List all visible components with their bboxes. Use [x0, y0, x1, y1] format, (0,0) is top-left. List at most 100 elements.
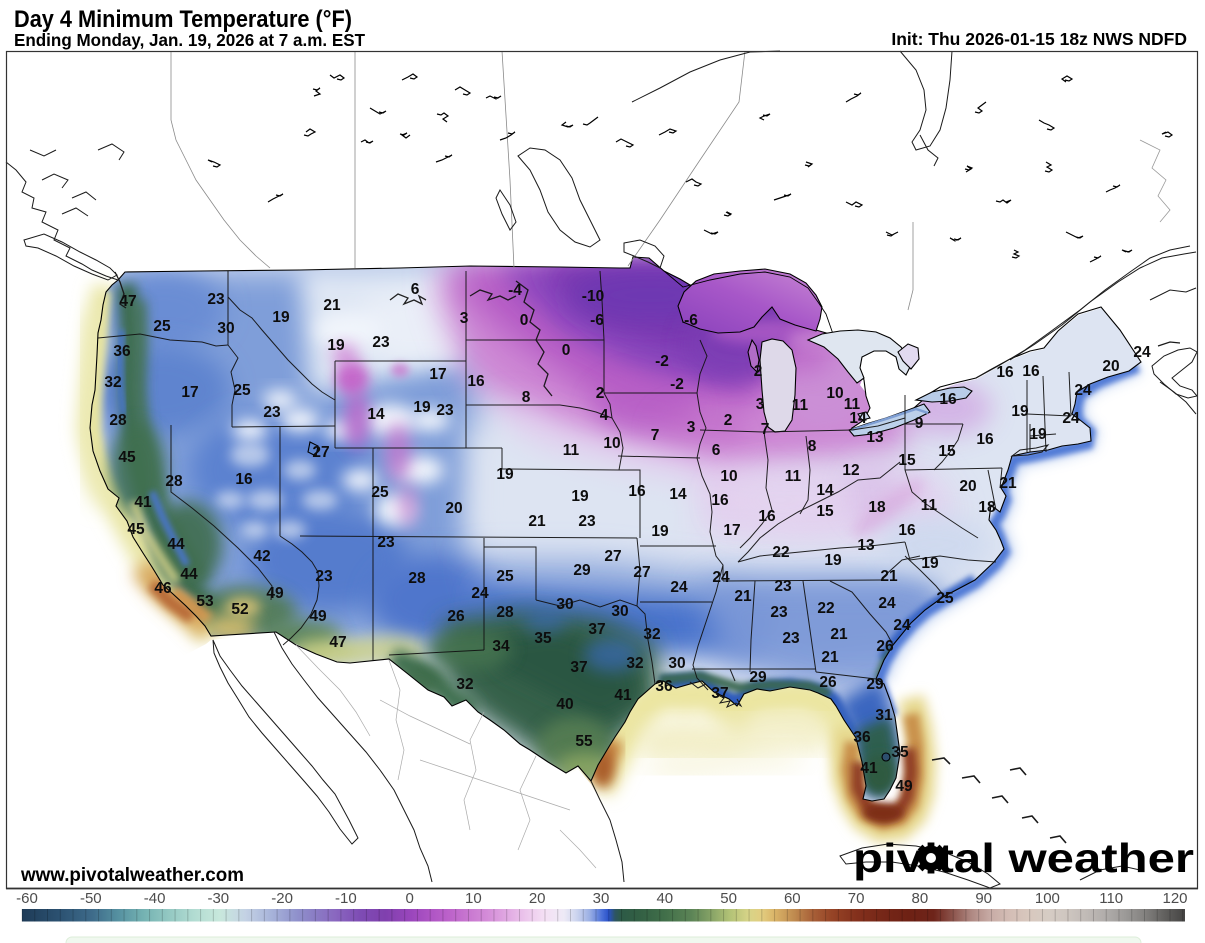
- svg-text:53: 53: [196, 593, 214, 610]
- svg-text:25: 25: [371, 484, 389, 501]
- svg-text:Init: Thu 2026-01-15 18z NWS N: Init: Thu 2026-01-15 18z NWS NDFD: [891, 29, 1187, 49]
- svg-text:28: 28: [165, 473, 183, 490]
- svg-text:49: 49: [895, 778, 913, 795]
- svg-text:29: 29: [749, 669, 767, 686]
- svg-text:6: 6: [411, 281, 420, 298]
- svg-text:19: 19: [651, 523, 669, 540]
- svg-text:14: 14: [367, 406, 385, 423]
- svg-text:10: 10: [720, 468, 737, 485]
- svg-text:30: 30: [611, 603, 628, 620]
- svg-text:35: 35: [891, 744, 909, 761]
- svg-text:piv tal weather: piv tal weather: [853, 835, 1194, 881]
- svg-text:80: 80: [912, 890, 929, 907]
- svg-text:-2: -2: [655, 353, 669, 370]
- svg-text:7: 7: [651, 427, 660, 444]
- svg-text:19: 19: [824, 552, 842, 569]
- svg-text:28: 28: [408, 570, 426, 587]
- svg-text:-60: -60: [16, 890, 38, 907]
- svg-text:19: 19: [1029, 426, 1047, 443]
- svg-text:23: 23: [315, 568, 333, 585]
- svg-text:14: 14: [816, 482, 834, 499]
- svg-text:55: 55: [575, 733, 593, 750]
- svg-text:-50: -50: [80, 890, 102, 907]
- svg-text:10: 10: [465, 890, 482, 907]
- svg-text:0: 0: [406, 890, 414, 907]
- svg-text:41: 41: [614, 687, 632, 704]
- svg-text:www.pivotalweather.com: www.pivotalweather.com: [20, 864, 244, 886]
- svg-text:3: 3: [460, 310, 469, 327]
- svg-text:3: 3: [756, 396, 765, 413]
- svg-text:37: 37: [570, 659, 587, 676]
- svg-text:3: 3: [687, 419, 696, 436]
- svg-text:21: 21: [528, 513, 546, 530]
- svg-text:-30: -30: [207, 890, 229, 907]
- svg-text:34: 34: [492, 638, 510, 655]
- svg-text:8: 8: [522, 389, 531, 406]
- svg-text:Day 4 Minimum Temperature (°F): Day 4 Minimum Temperature (°F): [14, 6, 352, 33]
- svg-text:19: 19: [921, 555, 939, 572]
- svg-text:0: 0: [562, 342, 571, 359]
- svg-text:24: 24: [1074, 382, 1092, 399]
- svg-text:-6: -6: [590, 312, 604, 329]
- svg-text:26: 26: [876, 638, 894, 655]
- svg-text:11: 11: [921, 497, 938, 514]
- svg-text:26: 26: [819, 674, 837, 691]
- svg-text:100: 100: [1035, 890, 1060, 907]
- svg-text:15: 15: [898, 452, 916, 469]
- svg-text:23: 23: [207, 291, 225, 308]
- svg-text:17: 17: [429, 366, 446, 383]
- svg-text:47: 47: [119, 293, 136, 310]
- svg-text:14: 14: [849, 410, 867, 427]
- svg-text:21: 21: [830, 626, 848, 643]
- svg-text:22: 22: [817, 600, 834, 617]
- svg-text:16: 16: [758, 508, 776, 525]
- svg-text:24: 24: [878, 595, 896, 612]
- svg-text:29: 29: [866, 676, 884, 693]
- svg-text:23: 23: [578, 513, 596, 530]
- svg-text:35: 35: [534, 630, 552, 647]
- svg-text:16: 16: [976, 431, 994, 448]
- svg-text:36: 36: [655, 678, 673, 695]
- svg-text:19: 19: [1011, 403, 1029, 420]
- svg-text:60: 60: [784, 890, 801, 907]
- svg-text:19: 19: [496, 466, 514, 483]
- svg-text:25: 25: [153, 318, 171, 335]
- svg-text:41: 41: [134, 494, 152, 511]
- svg-text:18: 18: [978, 499, 996, 516]
- svg-text:16: 16: [235, 471, 253, 488]
- svg-text:19: 19: [327, 337, 345, 354]
- svg-text:-10: -10: [582, 288, 604, 305]
- svg-text:27: 27: [312, 444, 329, 461]
- svg-text:14: 14: [669, 486, 687, 503]
- svg-text:30: 30: [593, 890, 610, 907]
- svg-text:24: 24: [712, 569, 730, 586]
- svg-text:30: 30: [217, 320, 234, 337]
- svg-text:16: 16: [628, 483, 646, 500]
- svg-text:41: 41: [860, 760, 878, 777]
- svg-text:36: 36: [113, 343, 131, 360]
- svg-text:23: 23: [263, 404, 281, 421]
- svg-text:29: 29: [573, 562, 591, 579]
- svg-text:23: 23: [770, 604, 788, 621]
- svg-text:32: 32: [104, 374, 121, 391]
- svg-text:2: 2: [596, 385, 605, 402]
- svg-text:0: 0: [520, 312, 529, 329]
- svg-text:40: 40: [656, 890, 673, 907]
- svg-text:23: 23: [436, 402, 454, 419]
- svg-text:11: 11: [785, 468, 802, 485]
- svg-text:23: 23: [377, 534, 395, 551]
- svg-text:90: 90: [975, 890, 992, 907]
- svg-text:120: 120: [1162, 890, 1187, 907]
- svg-text:19: 19: [571, 488, 589, 505]
- svg-text:12: 12: [842, 462, 859, 479]
- svg-text:-6: -6: [684, 312, 698, 329]
- svg-text:15: 15: [938, 443, 956, 460]
- svg-text:49: 49: [266, 585, 284, 602]
- svg-text:-40: -40: [144, 890, 166, 907]
- svg-text:23: 23: [782, 630, 800, 647]
- svg-text:17: 17: [181, 384, 198, 401]
- svg-text:45: 45: [118, 449, 136, 466]
- svg-text:11: 11: [563, 442, 580, 459]
- svg-text:52: 52: [231, 601, 248, 618]
- svg-text:21: 21: [821, 649, 839, 666]
